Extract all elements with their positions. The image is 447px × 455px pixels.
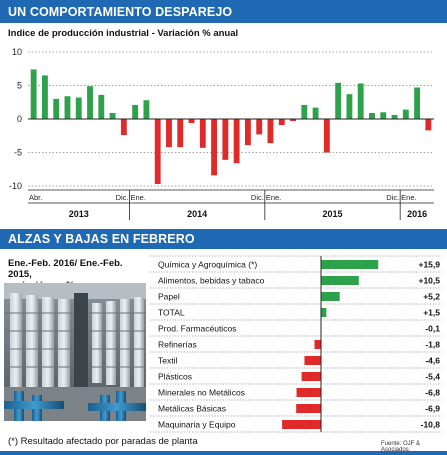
section2-title-band: ALZAS Y BAJAS EN FEBRERO <box>0 229 447 249</box>
bar <box>98 94 105 119</box>
year-label: 2014 <box>187 209 207 219</box>
chart1-title: Indice de producción industrial - Variac… <box>8 28 239 39</box>
bar <box>335 82 342 119</box>
bar <box>321 292 340 301</box>
category-label: Metálicas Básicas <box>158 404 226 414</box>
category-label: Plásticos <box>158 372 192 382</box>
bar <box>267 119 274 144</box>
bar <box>380 112 387 119</box>
bar <box>244 119 251 146</box>
bar <box>211 119 218 176</box>
category-label: Química y Agroquímica (*) <box>158 260 257 270</box>
month-label: Dic. <box>116 193 129 202</box>
month-label: Ene. <box>401 193 416 202</box>
bar <box>166 119 172 148</box>
bar <box>391 114 398 119</box>
category-label: Prod. Farmacéuticos <box>158 324 236 334</box>
y-tick-label: 5 <box>17 81 22 91</box>
bar <box>132 104 139 119</box>
value-label: -4,6 <box>425 356 440 366</box>
bar <box>290 119 296 122</box>
bar <box>314 340 321 349</box>
bar <box>425 119 432 131</box>
bar <box>188 119 195 124</box>
year-label: 2016 <box>407 209 427 219</box>
bar <box>321 308 327 317</box>
header-title-band: UN COMPORTAMIENTO DESPAREJO <box>0 0 447 23</box>
bottom-rule <box>0 451 447 455</box>
y-tick-label: -10 <box>9 181 22 191</box>
value-label: -0,1 <box>425 324 440 334</box>
bar <box>282 420 321 429</box>
category-label: Maquinaria y Equipo <box>158 420 236 430</box>
bar <box>312 107 319 119</box>
bar <box>222 119 229 160</box>
bar <box>143 100 150 119</box>
bar <box>53 98 60 119</box>
value-label: -1,8 <box>425 340 440 350</box>
value-label: +10,5 <box>418 276 440 286</box>
bar <box>256 119 263 135</box>
y-tick-label: -5 <box>14 148 22 158</box>
bar <box>120 119 127 136</box>
bar <box>177 119 184 148</box>
year-label: 2015 <box>322 209 342 219</box>
month-label: Ene. <box>266 193 281 202</box>
bar <box>109 112 116 119</box>
bar <box>321 260 379 269</box>
bar <box>402 109 409 119</box>
bar <box>30 69 37 119</box>
industrial-plant-photo <box>4 283 146 421</box>
bar <box>154 119 161 184</box>
category-label: Minerales no Metálicos <box>158 388 245 398</box>
y-tick-label: 10 <box>12 47 22 57</box>
left-caption-line1: Ene.-Feb. 2016/ Ene.-Feb. 2015, <box>8 258 123 280</box>
bar <box>304 356 321 365</box>
category-label: TOTAL <box>158 308 185 318</box>
bar <box>346 94 353 119</box>
header-title: UN COMPORTAMIENTO DESPAREJO <box>8 4 233 19</box>
bar <box>301 372 321 381</box>
value-label: -10,8 <box>421 420 441 430</box>
value-label: -5,4 <box>425 372 440 382</box>
month-label: Ene. <box>131 193 146 202</box>
category-label: Refinerías <box>158 340 197 350</box>
bar <box>369 112 375 119</box>
value-label: +5,2 <box>423 292 440 302</box>
bar <box>323 119 330 153</box>
bar <box>357 83 364 119</box>
category-label: Textil <box>158 356 177 366</box>
bar <box>301 104 308 119</box>
category-label: Papel <box>158 292 180 302</box>
source-note: Fuente: OJF & Asociados. <box>381 441 421 453</box>
sector-variation-chart: Química y Agroquímica (*) +15,9 Alimentos,… <box>150 255 442 433</box>
bar <box>321 276 359 285</box>
value-label: -6,8 <box>425 388 440 398</box>
bar <box>278 119 285 126</box>
month-label: Abr. <box>29 193 42 202</box>
value-label: +1,5 <box>423 308 440 318</box>
bar <box>414 87 421 119</box>
bar <box>64 96 71 119</box>
section2-title: ALZAS Y BAJAS EN FEBRERO <box>8 232 195 246</box>
bar <box>41 75 48 119</box>
bar <box>296 404 321 413</box>
category-label: Alimentos, bebidas y tabaco <box>158 276 265 286</box>
bar <box>75 97 82 119</box>
value-label: -6,9 <box>425 404 440 414</box>
bar <box>233 119 240 164</box>
year-label: 2013 <box>69 209 89 219</box>
value-label: +15,9 <box>418 260 440 270</box>
month-label: Dic. <box>251 193 264 202</box>
bar <box>87 86 93 119</box>
y-tick-label: 0 <box>17 114 22 124</box>
month-label: Dic. <box>386 193 399 202</box>
footnote: (*) Resultado afectado por paradas de pl… <box>8 436 198 447</box>
bar <box>296 388 321 397</box>
bar <box>199 119 206 148</box>
